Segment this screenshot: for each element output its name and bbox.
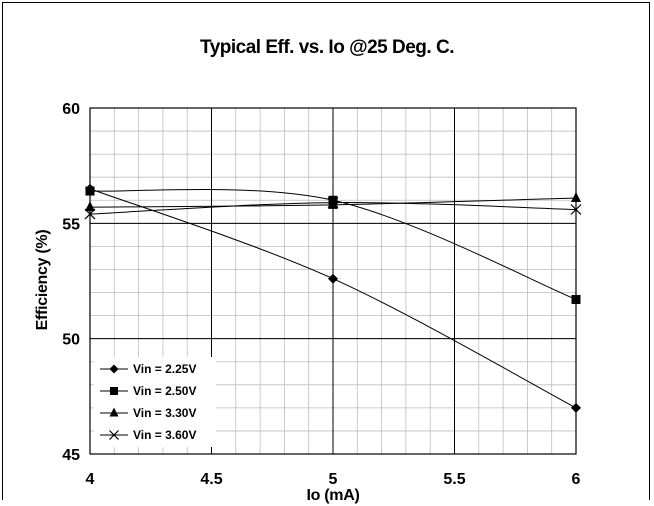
x-tick-label: 5 (329, 471, 338, 488)
diamond-marker (328, 273, 338, 284)
chart-frame (2, 2, 650, 500)
plot-area-border (89, 107, 577, 455)
x-marker-stroke (84, 208, 96, 220)
data-series (84, 183, 582, 413)
legend-entry: Vin = 3.30V (100, 406, 197, 420)
x-marker-stroke (109, 430, 119, 440)
x-marker-stroke (570, 204, 582, 215)
series-x (84, 197, 582, 220)
legend-label: Vin = 2.50V (133, 384, 197, 398)
legend-label: Vin = 3.30V (133, 406, 197, 420)
triangle-marker (109, 407, 119, 417)
axis-ticks: 4 4.5 5 5.5 6 45 50 55 60 (62, 101, 580, 488)
diamond-marker (571, 402, 581, 413)
legend-entry: Vin = 2.50V (100, 384, 197, 398)
y-tick-label: 55 (62, 216, 80, 233)
legend-label: Vin = 2.25V (133, 362, 197, 376)
square-marker (571, 294, 581, 304)
square-marker (110, 387, 118, 395)
x-marker-stroke (327, 197, 339, 208)
legend: Vin = 2.25V Vin = 2.50V Vin = 3.30V Vin = 3… (94, 357, 216, 447)
series-triangle (85, 191, 581, 212)
triangle-marker (328, 198, 338, 209)
plot-grid (89, 107, 577, 455)
y-tick-label: 60 (62, 101, 80, 118)
x-tick-label: 5.5 (443, 471, 465, 488)
chart-title: Typical Eff. vs. Io @25 Deg. C. (200, 37, 454, 58)
x-tick-label: 4 (86, 471, 95, 488)
y-tick-label: 45 (62, 447, 80, 464)
legend-label: Vin = 3.60V (133, 428, 197, 442)
y-tick-label: 50 (62, 332, 80, 349)
diamond-marker (109, 364, 119, 374)
x-tick-label: 4.5 (200, 471, 222, 488)
x-axis-label: Io (mA) (306, 487, 359, 504)
triangle-marker (571, 191, 581, 202)
y-axis-label: Efficiency (%) (34, 230, 51, 331)
triangle-marker (85, 201, 95, 212)
x-tick-label: 6 (572, 471, 581, 488)
legend-entry: Vin = 3.60V (100, 428, 197, 442)
square-marker (85, 186, 95, 196)
legend-entry: Vin = 2.25V (100, 362, 197, 376)
